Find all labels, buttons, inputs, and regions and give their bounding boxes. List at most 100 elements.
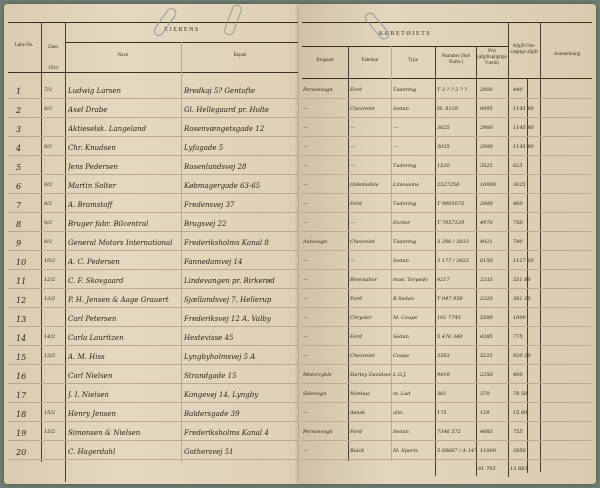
row-number: 3	[16, 125, 22, 134]
vehicle-type: Sedan	[393, 258, 409, 264]
row-rule	[8, 345, 298, 346]
navn-header: Navn	[117, 53, 129, 58]
owner-name: J. I. Nielsen	[68, 391, 109, 399]
afgift-header: Afgift Ore- vægtige afgift	[510, 44, 538, 55]
row-number: 10	[16, 258, 27, 267]
owner-name: Martin Solter	[68, 182, 117, 190]
vehicle-usage: —	[303, 296, 308, 302]
row-date: 15/2	[44, 429, 56, 435]
row-rule	[302, 307, 592, 308]
row-number: 1	[16, 87, 22, 96]
type-header: Type	[408, 58, 418, 63]
vehicle-tax: 920 20	[513, 353, 531, 359]
vehicle-type: Limousine	[393, 182, 420, 188]
row-number: 4	[16, 144, 22, 153]
vehicle-make: Oldsmobile	[350, 182, 379, 188]
row-date: 9/2	[44, 201, 53, 207]
vehicle-tax: 3025	[513, 182, 526, 188]
vehicle-make: Ford	[350, 429, 362, 435]
row-number: 19	[16, 429, 27, 438]
row-rule	[302, 174, 592, 175]
row-date: 14/2	[44, 334, 56, 340]
row-number: 8	[16, 220, 22, 229]
vehicle-tax: 15 60	[513, 410, 528, 416]
vehicle-make: Chevrolet	[350, 353, 375, 359]
vehicle-price: 6150	[480, 258, 493, 264]
vehicle-tax: 1000	[513, 315, 526, 321]
vehicle-make: Nimbus	[350, 391, 370, 397]
row-date: 8/2	[44, 106, 53, 112]
vehicle-price: 11000	[480, 448, 496, 454]
row-rule	[8, 440, 298, 441]
row-number: 5	[16, 163, 22, 172]
vehicle-make: Chrysler	[350, 315, 372, 321]
vehicle-type: Sedan	[393, 334, 409, 340]
vehicle-usage: Personvogn	[303, 87, 333, 93]
vehicle-usage: —	[303, 353, 308, 359]
row-rule	[302, 459, 592, 460]
vehicle-type: —	[393, 125, 398, 131]
chassis-number: 361	[437, 391, 447, 397]
row-number: 15	[16, 353, 27, 362]
col-divider	[540, 22, 541, 472]
vehicle-tax: 750	[513, 220, 523, 226]
fabrikat-header: Fabrikat	[361, 58, 379, 63]
row-number: 6	[16, 182, 22, 191]
year-label: 1934	[48, 66, 58, 71]
vehicle-price: 4970	[480, 220, 493, 226]
vehicle-type: —	[393, 144, 398, 150]
vehicle-type: B Sedan	[393, 296, 415, 302]
dato-header: Dato	[48, 45, 58, 50]
vehicle-type: Sedan	[393, 429, 409, 435]
vehicle-usage: —	[303, 220, 308, 226]
vehicle-type: Tudoring	[393, 87, 417, 93]
vehicle-usage: —	[303, 182, 308, 188]
vehicle-type: M. Sports	[393, 448, 418, 454]
vehicle-group-header: KØRETØJETS	[378, 31, 432, 37]
vehicle-tax: 381 20	[513, 296, 531, 302]
vehicle-type: Tudoring	[393, 163, 417, 169]
vehicle-tax: 740	[513, 239, 523, 245]
chassis-number: 175	[437, 410, 447, 416]
chassis-number: 9410	[437, 372, 450, 378]
row-rule	[302, 383, 592, 384]
vehicle-price: 2350	[480, 372, 493, 378]
vehicle-type: L.G.J.	[393, 372, 407, 378]
owner-address: Frederiksvej 12 A, Valby	[184, 315, 271, 323]
row-number: 17	[16, 391, 27, 400]
row-rule	[8, 307, 298, 308]
vehicle-type: M. Coupe	[393, 315, 418, 321]
owner-name: C. F. Skovgaard	[68, 277, 124, 285]
owner-name: Chr. Knudsen	[68, 144, 116, 152]
vehicle-make: —	[350, 258, 355, 264]
row-number: 9	[16, 239, 22, 248]
vehicle-tax: 1145 80	[513, 106, 534, 112]
row-rule	[8, 421, 298, 422]
vehicle-price: 6995	[480, 106, 493, 112]
row-number: 20	[16, 448, 27, 457]
chassis-number: 101 7745	[437, 315, 461, 321]
vehicle-make: —	[350, 144, 355, 150]
owner-address: Lindevangen pr. Birkerød	[184, 277, 275, 285]
owner-name: A. M. Hiss	[68, 353, 105, 361]
row-number: 7	[16, 201, 22, 210]
chassis-number: T 9005075	[437, 201, 465, 207]
vehicle-make: Ford	[350, 87, 362, 93]
row-rule	[8, 326, 298, 327]
owner-address: Frederiksholms Kanal 8	[184, 239, 269, 247]
row-rule	[8, 212, 298, 213]
owner-name: Carla Lauritzen	[68, 334, 124, 342]
vehicle-price: 4021	[480, 239, 493, 245]
row-date: -	[44, 315, 46, 321]
vehicle-tax: 625	[513, 163, 523, 169]
row-rule	[8, 269, 298, 270]
row-rule	[8, 155, 298, 156]
col-divider	[41, 22, 42, 462]
row-date: 13/2	[44, 296, 56, 302]
left-page	[4, 4, 299, 484]
vehicle-price: 2900	[480, 125, 493, 131]
row-rule	[302, 440, 592, 441]
row-rule	[8, 402, 298, 403]
vehicle-make: Ford	[350, 296, 362, 302]
chassis-number: M. 8128	[437, 106, 459, 112]
